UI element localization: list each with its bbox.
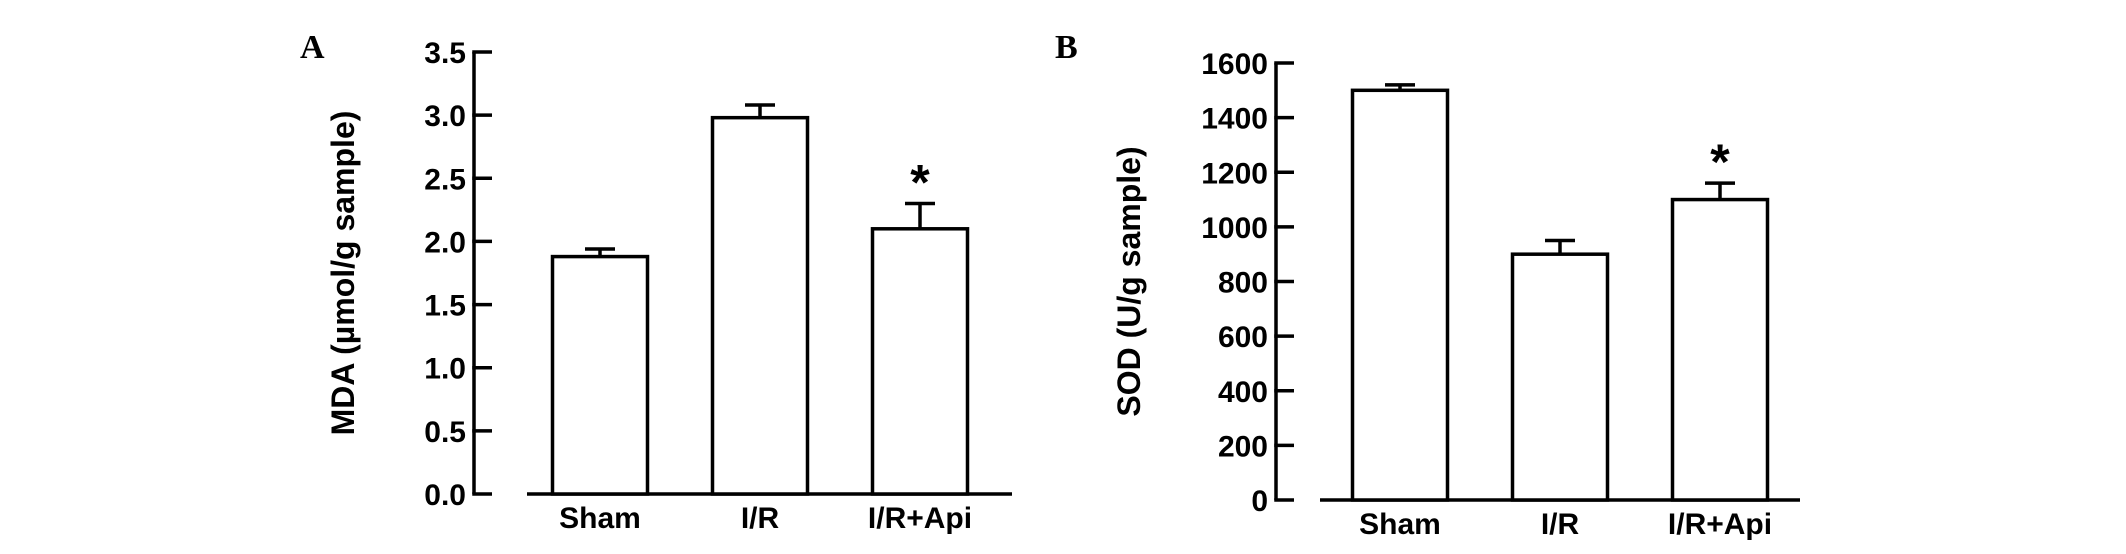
error-bar xyxy=(585,247,615,257)
error-bar xyxy=(1705,181,1735,200)
y-tick-label: 3.0 xyxy=(424,100,466,133)
y-tick-label: 1600 xyxy=(1201,48,1268,81)
bar xyxy=(870,227,970,496)
y-tick-label: 1200 xyxy=(1201,157,1268,190)
error-bar xyxy=(1385,83,1415,91)
y-tick-label: 2.5 xyxy=(424,163,466,196)
bar xyxy=(1350,88,1450,502)
error-bar xyxy=(905,201,935,229)
category-label: Sham xyxy=(559,502,641,535)
y-tick-label: 600 xyxy=(1218,321,1268,354)
y-tick-label: 800 xyxy=(1218,267,1268,300)
y-tick-label: 200 xyxy=(1218,430,1268,463)
y-tick-label: 1400 xyxy=(1201,103,1268,136)
y-tick-label: 0 xyxy=(1251,485,1268,518)
bar xyxy=(1510,252,1610,502)
y-tick-label: 400 xyxy=(1218,376,1268,409)
error-bar xyxy=(745,103,775,118)
category-label: I/R xyxy=(1541,508,1580,541)
panel-a: A 0.0 0.5 1.0 1.5 2.0 2.5 3.0 3.5 MDA (µmol/g sam… xyxy=(300,29,1012,535)
bar xyxy=(1670,197,1770,502)
y-axis-title: MDA (µmol/g sample) xyxy=(325,111,361,436)
y-tick-label: 1.5 xyxy=(424,290,466,323)
panel-letter: A xyxy=(300,29,325,66)
y-axis-title: SOD (U/g sample) xyxy=(1111,146,1147,416)
panel-b: B 0 200 400 600 800 1000 1200 1400 1600 SOD (U/g s… xyxy=(1055,29,1800,541)
y-tick-label: 2.0 xyxy=(424,226,466,259)
significance-marker: * xyxy=(910,155,930,211)
significance-marker: * xyxy=(1710,134,1730,190)
y-tick-label: 0.5 xyxy=(424,416,466,449)
y-tick-label: 0.0 xyxy=(424,479,466,512)
bar xyxy=(710,115,810,496)
panel-letter: B xyxy=(1055,29,1078,66)
category-label: Sham xyxy=(1359,508,1441,541)
y-tick-label: 3.5 xyxy=(424,37,466,70)
category-label: I/R xyxy=(741,502,780,535)
category-label: I/R+Api xyxy=(868,502,972,535)
y-tick-label: 1.0 xyxy=(424,353,466,386)
y-tick-label: 1000 xyxy=(1201,212,1268,245)
bar xyxy=(550,254,650,496)
category-label: I/R+Api xyxy=(1668,508,1772,541)
error-bar xyxy=(1545,238,1575,255)
